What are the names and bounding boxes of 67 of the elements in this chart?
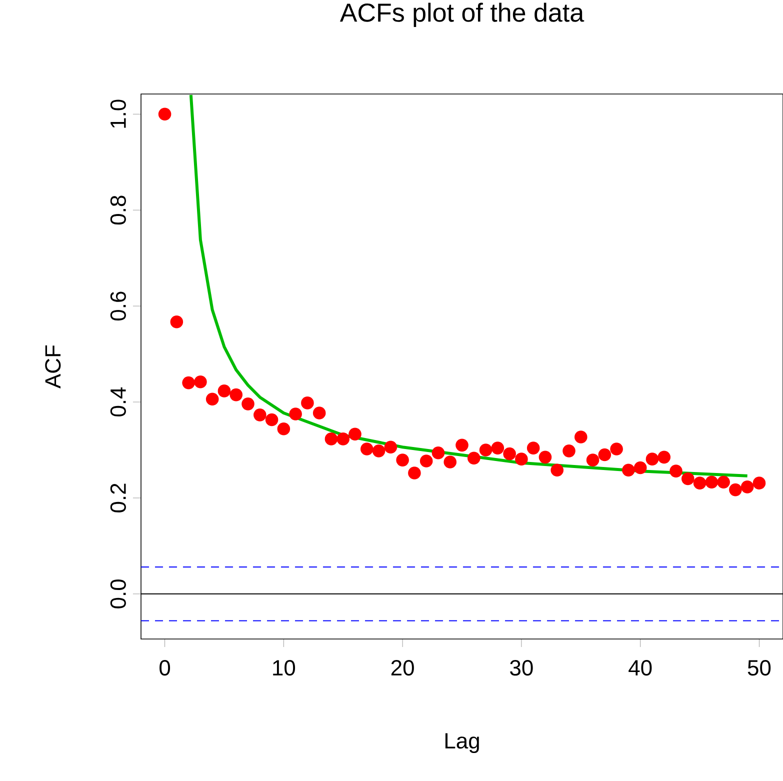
point bbox=[681, 472, 694, 486]
point bbox=[312, 406, 326, 420]
point bbox=[586, 454, 600, 466]
chart-title: ACFs plot of the data bbox=[340, 2, 584, 28]
point bbox=[420, 454, 433, 468]
point bbox=[491, 442, 504, 454]
point bbox=[444, 456, 457, 468]
point bbox=[253, 408, 266, 422]
point bbox=[182, 376, 195, 390]
point bbox=[467, 452, 480, 465]
point bbox=[170, 315, 184, 328]
point bbox=[396, 454, 409, 466]
point bbox=[658, 450, 671, 464]
point bbox=[372, 444, 386, 458]
x-axis-title: Lag bbox=[445, 733, 479, 753]
y-axis-title: ACF bbox=[45, 345, 61, 388]
point bbox=[408, 466, 421, 480]
point bbox=[206, 392, 219, 406]
point bbox=[432, 446, 445, 460]
point bbox=[194, 375, 207, 388]
point bbox=[729, 483, 742, 496]
point bbox=[479, 444, 492, 456]
y-tick-label: 0.0 bbox=[110, 579, 126, 608]
point bbox=[503, 447, 516, 460]
x-tick-label: 40 bbox=[628, 660, 652, 676]
point bbox=[693, 476, 706, 490]
point bbox=[289, 408, 302, 420]
point bbox=[324, 432, 338, 446]
x-tick-label: 0 bbox=[160, 660, 170, 676]
point bbox=[301, 396, 314, 410]
point bbox=[752, 476, 766, 490]
point bbox=[610, 442, 623, 456]
x-tick-label: 20 bbox=[391, 660, 414, 676]
point bbox=[230, 388, 243, 402]
point bbox=[158, 108, 172, 121]
point bbox=[277, 422, 290, 436]
point bbox=[242, 398, 254, 410]
point bbox=[336, 432, 350, 446]
point bbox=[550, 464, 564, 477]
x-tick-label: 30 bbox=[510, 660, 533, 676]
point bbox=[670, 464, 682, 478]
x-tick-label: 50 bbox=[748, 660, 771, 676]
y-tick-label: 0.6 bbox=[110, 292, 126, 320]
point bbox=[515, 452, 528, 466]
point bbox=[622, 464, 635, 477]
point bbox=[740, 480, 754, 494]
point bbox=[218, 384, 231, 398]
line-series bbox=[189, 94, 749, 478]
y-tick-label: 1.0 bbox=[110, 100, 126, 128]
point bbox=[705, 476, 718, 489]
point bbox=[348, 428, 362, 441]
point bbox=[265, 413, 278, 426]
point bbox=[538, 450, 552, 464]
point bbox=[360, 442, 374, 456]
x-tick-label: 10 bbox=[273, 660, 296, 676]
point bbox=[574, 430, 588, 444]
point bbox=[526, 442, 540, 454]
y-tick-label: 0.8 bbox=[110, 196, 126, 225]
point bbox=[646, 452, 659, 466]
point bbox=[634, 461, 647, 474]
y-tick-label: 0.4 bbox=[110, 387, 126, 416]
point bbox=[456, 438, 468, 452]
point bbox=[598, 448, 612, 462]
y-tick-label: 0.2 bbox=[110, 484, 126, 512]
point bbox=[562, 444, 576, 458]
point bbox=[384, 440, 398, 454]
point bbox=[717, 476, 730, 489]
